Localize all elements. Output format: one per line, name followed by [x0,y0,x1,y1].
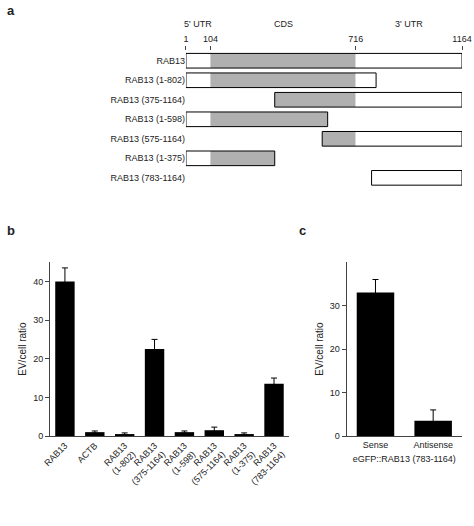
svg-text:b: b [7,223,15,238]
svg-text:0: 0 [38,431,43,441]
svg-text:Antisense: Antisense [413,440,453,450]
svg-text:30: 30 [33,315,43,325]
svg-text:EV/cell ratio: EV/cell ratio [314,322,325,376]
svg-text:CDS: CDS [274,19,293,29]
svg-text:RAB13(783-1164): RAB13(783-1164) [241,441,287,487]
svg-text:RAB13: RAB13 [42,441,69,468]
svg-text:104: 104 [203,34,218,44]
svg-text:a: a [7,3,15,18]
svg-text:RAB13 (375-1164): RAB13 (375-1164) [111,95,185,105]
svg-text:20: 20 [330,344,340,354]
svg-text:ACTB: ACTB [75,441,99,465]
svg-text:10: 10 [33,393,43,403]
svg-text:c: c [299,223,306,238]
svg-text:5' UTR: 5' UTR [184,19,212,29]
svg-text:0: 0 [335,431,340,441]
svg-text:1164: 1164 [452,34,471,44]
svg-text:3' UTR: 3' UTR [395,19,423,29]
svg-text:RAB13(1-802): RAB13(1-802) [102,441,138,477]
svg-text:716: 716 [348,34,363,44]
svg-text:RAB13(575-1164): RAB13(575-1164) [181,441,227,487]
svg-text:EV/cell ratio: EV/cell ratio [17,322,28,376]
svg-text:20: 20 [33,354,43,364]
svg-text:RAB13 (1-802): RAB13 (1-802) [125,75,185,85]
svg-text:RAB13(1-598): RAB13(1-598) [161,441,197,477]
svg-text:10: 10 [330,388,340,398]
svg-text:eGFP::RAB13 (783-1164): eGFP::RAB13 (783-1164) [353,454,456,464]
svg-text:RAB13(375-1164): RAB13(375-1164) [121,441,167,487]
svg-text:Sense: Sense [363,440,389,450]
svg-text:RAB13 (1-375): RAB13 (1-375) [125,153,185,163]
svg-text:RAB13(1-375): RAB13(1-375) [221,441,257,477]
svg-text:RAB13 (1-598): RAB13 (1-598) [125,114,185,124]
svg-text:30: 30 [330,301,340,311]
svg-text:RAB13: RAB13 [156,56,185,66]
svg-text:1: 1 [183,34,188,44]
svg-text:RAB13 (575-1164): RAB13 (575-1164) [111,134,185,144]
svg-text:40: 40 [33,277,43,287]
svg-text:RAB13 (783-1164): RAB13 (783-1164) [111,173,185,183]
